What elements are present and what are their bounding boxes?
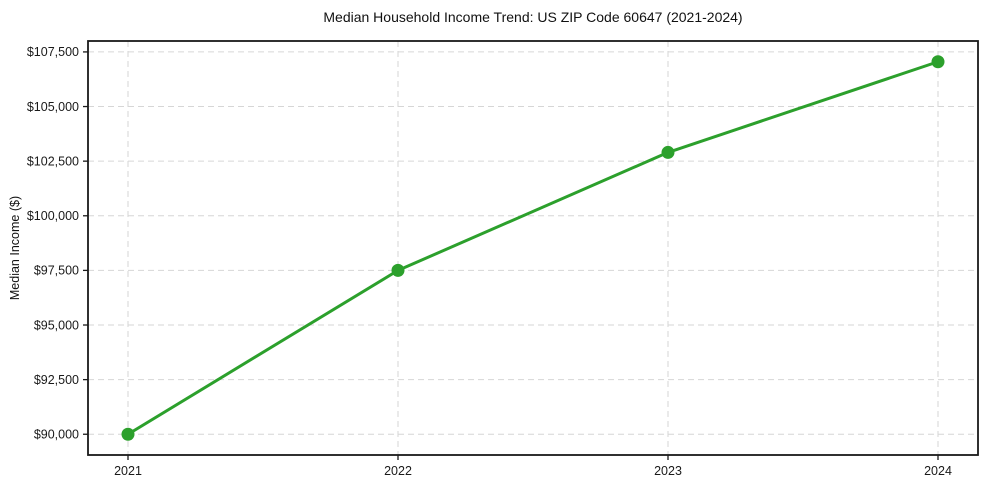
plot-gridlines <box>88 41 978 455</box>
x-tick-label: 2021 <box>114 464 142 478</box>
data-point-2024 <box>931 55 945 69</box>
data-point-2023 <box>661 145 675 159</box>
x-tick-label: 2023 <box>654 464 682 478</box>
y-tick-label: $92,500 <box>34 373 79 387</box>
y-tick-label: $95,000 <box>34 318 79 332</box>
data-point-2021 <box>121 427 135 441</box>
y-tick-label: $97,500 <box>34 264 79 278</box>
y-tick-label: $107,500 <box>27 45 79 59</box>
data-point-2022 <box>391 263 405 277</box>
chart-title: Median Household Income Trend: US ZIP Co… <box>323 9 743 25</box>
y-tick-label: $102,500 <box>27 154 79 168</box>
y-tick-label: $100,000 <box>27 209 79 223</box>
y-tick-label: $90,000 <box>34 428 79 442</box>
plot-border <box>87 40 979 456</box>
y-tick-label: $105,000 <box>27 100 79 114</box>
x-tick-label: 2024 <box>924 464 952 478</box>
x-tick-label: 2022 <box>384 464 412 478</box>
axis-ticks: $90,000 $92,500 $95,000 $97,500 $100,000 $102… <box>27 45 952 478</box>
trend-line <box>126 60 940 436</box>
